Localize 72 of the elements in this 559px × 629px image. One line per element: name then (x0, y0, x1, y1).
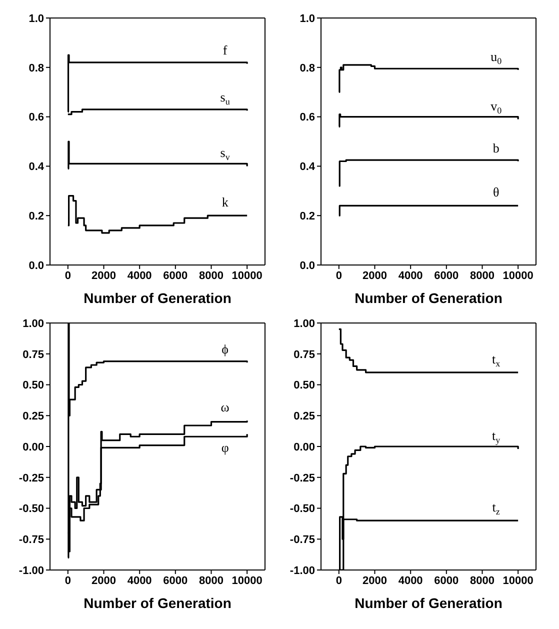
y-tick-label: -0.25 (290, 472, 315, 484)
series-label: f (222, 42, 228, 58)
x-tick-label: 6000 (163, 574, 188, 587)
y-tick-label: 0.00 (22, 441, 44, 454)
y-tick-label: 0.8 (300, 62, 315, 74)
x-tick-label: 4000 (398, 270, 423, 282)
y-tick-label: 1.0 (300, 12, 315, 25)
y-tick-label: 0.25 (294, 410, 315, 423)
series-label: t$_{z}$ (492, 500, 500, 516)
x-tick-label: 4000 (127, 574, 152, 587)
x-tick-label: 2000 (92, 574, 116, 587)
series-label: v$_{0}$ (490, 98, 502, 115)
x-tick-label: 0 (336, 574, 342, 587)
y-tick-label: 0.8 (28, 62, 44, 74)
y-tick-label: 0.4 (300, 161, 316, 174)
y-tick-label: -0.75 (18, 534, 44, 546)
x-tick-label: 0 (64, 574, 71, 587)
series-label: s$_{u}$ (220, 90, 230, 106)
y-tick-label: 0.4 (28, 161, 45, 174)
series-label: t$_{x}$ (492, 351, 501, 368)
x-tick-label: 10000 (502, 574, 534, 587)
y-tick-label: 0.6 (28, 112, 44, 124)
y-tick-label: 0.25 (22, 410, 44, 423)
x-tick-label: 0 (64, 270, 71, 282)
x-tick-label: 2000 (362, 270, 387, 282)
y-tick-label: -1.00 (290, 564, 315, 577)
y-tick-label: 0.0 (300, 260, 315, 272)
y-tick-label: 1.00 (22, 318, 44, 330)
y-tick-label: 0.2 (28, 210, 44, 223)
y-tick-label: -0.50 (18, 503, 44, 516)
x-tick-label: 6000 (434, 270, 459, 282)
y-tick-label: 0.00 (294, 441, 315, 454)
x-tick-label: 10000 (502, 270, 534, 282)
series-label: t$_{y}$ (492, 428, 501, 445)
x-tick-label: 10000 (232, 270, 262, 282)
y-tick-label: -0.75 (290, 534, 315, 546)
x-axis-title: Number of Generation (84, 290, 232, 306)
y-tick-label: 0.0 (28, 260, 44, 272)
x-tick-label: 8000 (470, 270, 494, 282)
series-label: b (492, 140, 500, 156)
series-label: φ (221, 440, 229, 456)
y-tick-label: 0.75 (294, 348, 315, 361)
series-label: θ (492, 184, 500, 200)
y-tick-label: -0.25 (18, 472, 44, 484)
x-tick-label: 2000 (362, 574, 387, 587)
x-tick-label: 4000 (127, 270, 152, 282)
x-tick-label: 8000 (199, 574, 224, 587)
y-tick-label: 0.2 (300, 210, 315, 223)
series-label: u$_{0}$ (490, 48, 502, 66)
y-tick-label: 0.6 (300, 112, 315, 124)
y-tick-label: 0.50 (294, 380, 315, 392)
y-tick-label: 1.0 (28, 12, 44, 25)
x-tick-label: 6000 (163, 270, 188, 282)
y-tick-label: -1.00 (18, 564, 44, 577)
x-axis-title: Number of Generation (354, 595, 502, 611)
y-tick-label: -0.50 (290, 503, 315, 516)
series-label: ω (220, 400, 230, 415)
x-tick-label: 8000 (199, 270, 224, 282)
x-tick-label: 0 (336, 270, 342, 282)
x-tick-label: 4000 (398, 574, 423, 587)
y-tick-label: 1.00 (294, 318, 315, 330)
x-axis-title: Number of Generation (84, 595, 232, 611)
x-tick-label: 2000 (92, 270, 116, 282)
series-label: s$_{v}$ (220, 145, 230, 162)
y-tick-label: 0.75 (22, 348, 44, 361)
x-tick-label: 8000 (470, 574, 494, 587)
series-label: k (222, 194, 229, 210)
x-axis-title: Number of Generation (354, 290, 502, 306)
y-tick-label: 0.50 (22, 380, 44, 392)
series-label: ϕ (222, 342, 229, 357)
x-tick-label: 6000 (434, 574, 459, 587)
x-tick-label: 10000 (232, 574, 262, 587)
